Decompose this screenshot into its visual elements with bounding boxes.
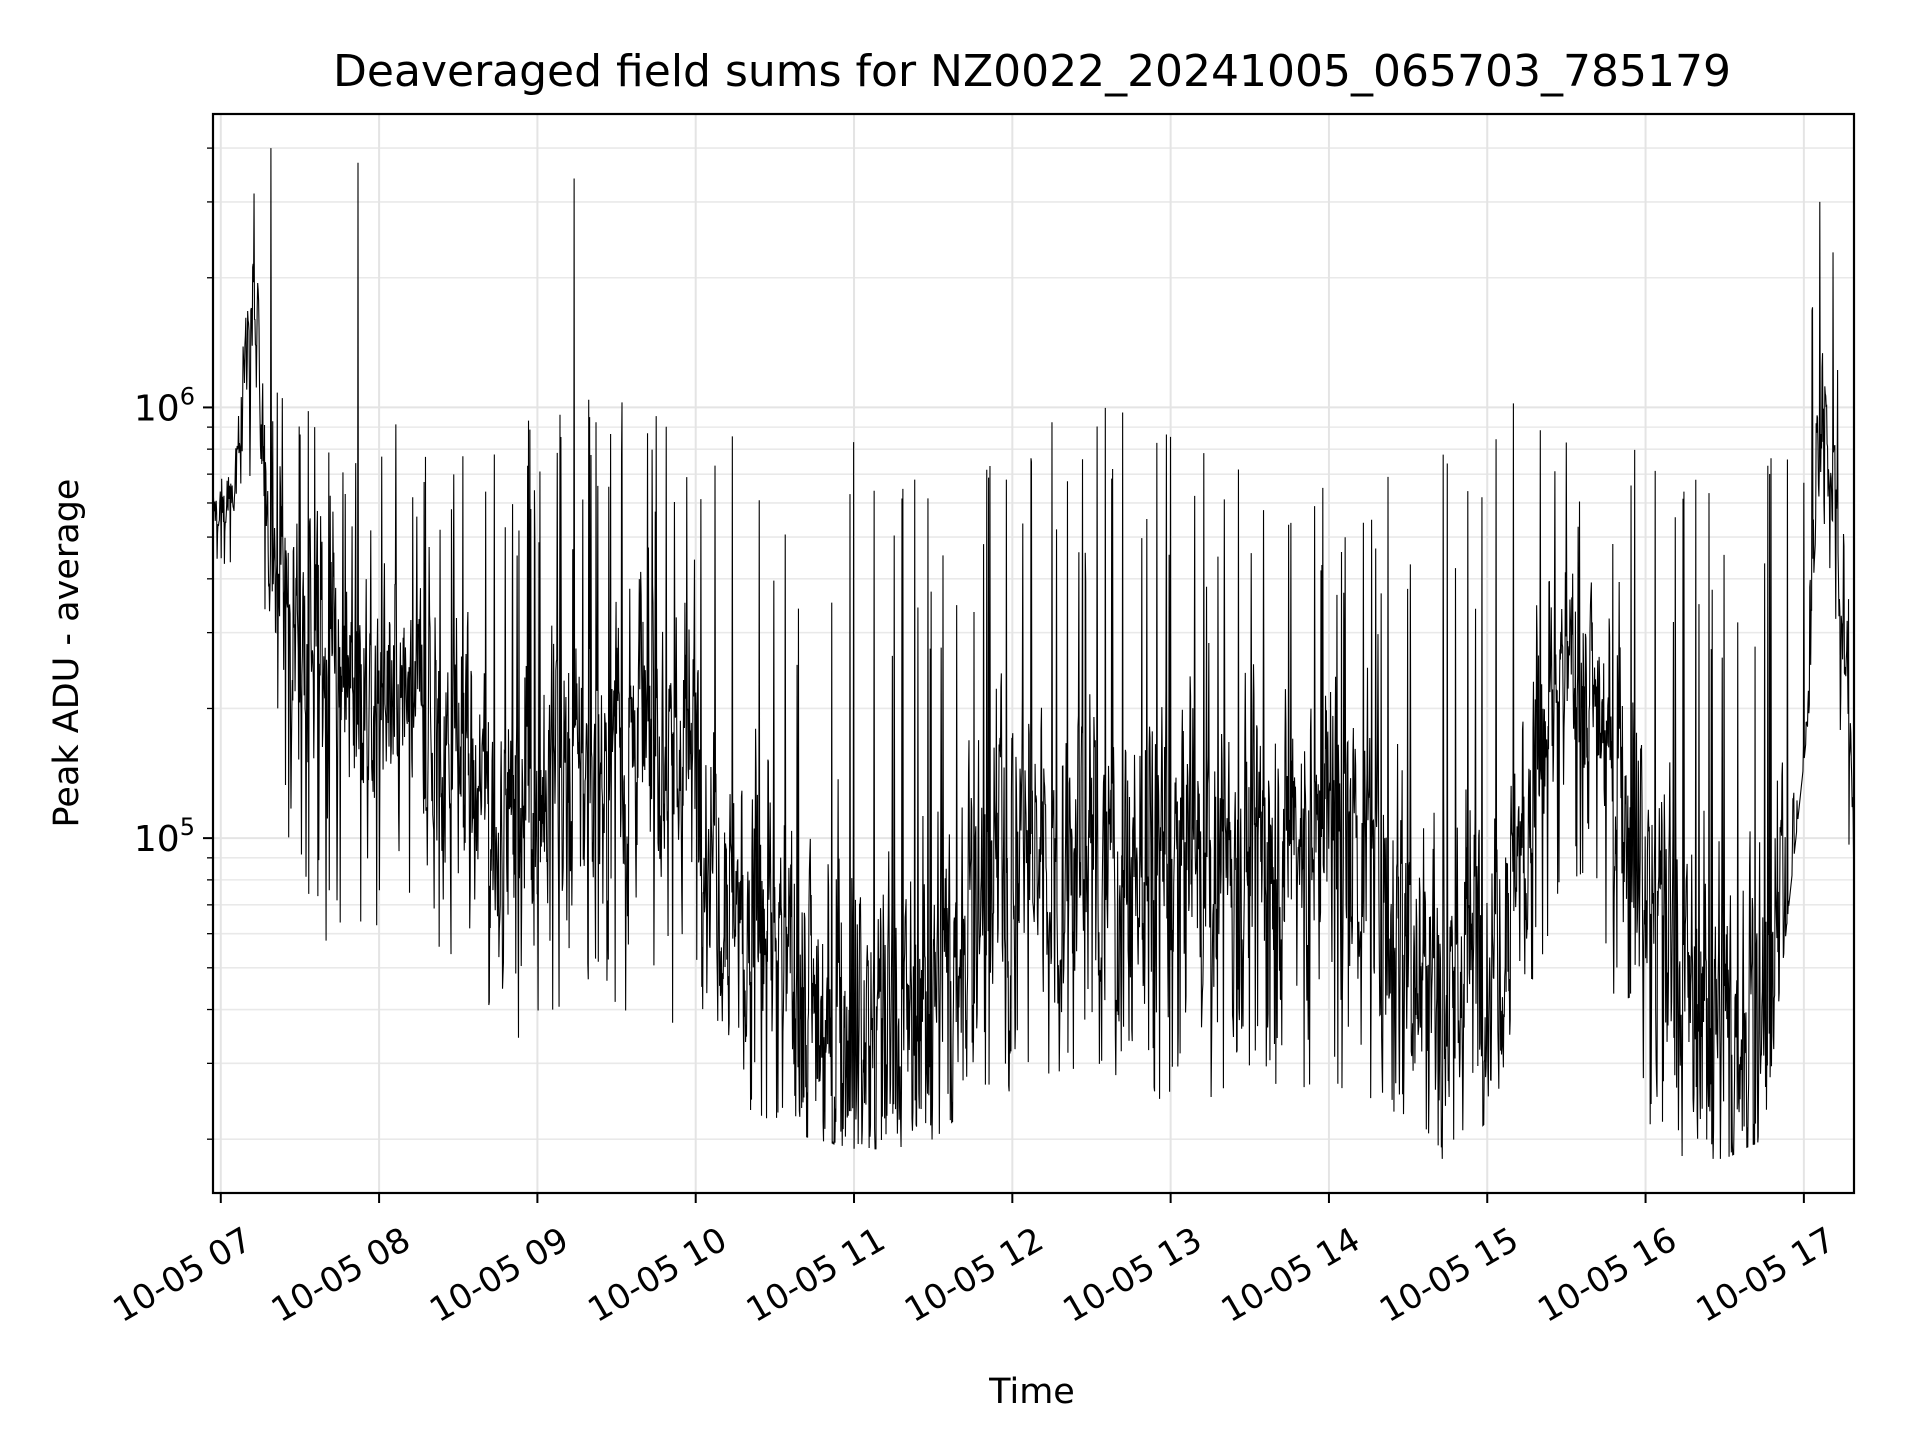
chart-title: Deaveraged field sums for NZ0022_2024100… bbox=[333, 46, 1731, 97]
y-tick-label: 105 bbox=[134, 813, 195, 860]
y-axis: 105 106 bbox=[134, 147, 213, 1140]
x-axis-label: Time bbox=[988, 1372, 1075, 1412]
series-line bbox=[212, 148, 1855, 1159]
plot-frame bbox=[211, 112, 1856, 1195]
plot-area bbox=[212, 148, 1855, 1159]
y-tick-label: 106 bbox=[134, 382, 195, 429]
y-axis-label: Peak ADU - average bbox=[47, 479, 87, 828]
